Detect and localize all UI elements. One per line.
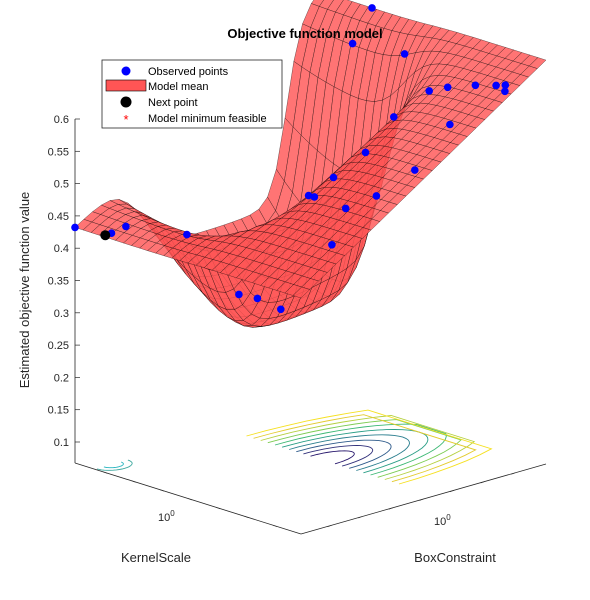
- observed-point: [71, 223, 79, 232]
- contour-line: [246, 409, 493, 485]
- observed-point: [471, 81, 480, 90]
- z-axis-ticks: 0.1 0.15 0.2 0.25 0.3 0.35 0.4 0.45 0.5 0.55 0.6: [48, 114, 80, 449]
- observed-point: [501, 87, 509, 96]
- contour-line: [303, 445, 374, 467]
- contour-line: [260, 415, 476, 480]
- observed-point: [253, 294, 262, 303]
- z-tick-label: 0.45: [48, 211, 69, 223]
- observed-point: [361, 148, 370, 157]
- y-minor-tick: [187, 498, 193, 501]
- x-minor-tick: [450, 489, 455, 493]
- legend-observed-label: Observed points: [148, 66, 229, 78]
- x-tick-label: 100: [434, 513, 451, 528]
- contour-line: [96, 459, 133, 471]
- legend-next-marker: [120, 96, 132, 108]
- contour-line: [310, 450, 355, 465]
- contour-line: [296, 439, 392, 469]
- surface-patch: [292, 286, 311, 299]
- z-tick-label: 0.3: [54, 308, 69, 320]
- observed-point: [183, 230, 191, 239]
- legend-star-marker: *: [123, 112, 128, 127]
- legend-mean-patch: [105, 79, 147, 92]
- observed-point: [348, 39, 357, 48]
- x-minor-tick: [327, 524, 332, 528]
- observed-point: [492, 81, 500, 90]
- z-tick-label: 0.6: [54, 114, 69, 126]
- observed-point: [425, 87, 434, 95]
- contour-line: [267, 419, 462, 478]
- x-axis-label: BoxConstraint: [414, 550, 496, 565]
- model-mean-surface: [74, 0, 547, 328]
- contour-line: [103, 461, 124, 469]
- y-tick-label: 100: [158, 509, 175, 524]
- x-minor-tick: [480, 481, 485, 484]
- contour-line: [253, 414, 477, 483]
- observed-point: [443, 83, 452, 92]
- z-tick-label: 0.55: [48, 146, 69, 158]
- y-minor-tick: [216, 507, 221, 510]
- y-axis-label: KernelScale: [121, 550, 191, 565]
- observed-point: [329, 173, 338, 182]
- x-minor-tick: [358, 516, 363, 519]
- z-tick-label: 0.4: [54, 243, 69, 255]
- legend-minfeas-label: Model minimum feasible: [148, 113, 267, 125]
- observed-point: [341, 204, 350, 213]
- contour-projection: [96, 409, 493, 485]
- contour-line: [274, 423, 447, 476]
- observed-point: [400, 50, 409, 58]
- legend: Observed points Model mean Next point * …: [101, 59, 283, 129]
- z-tick-label: 0.35: [48, 276, 69, 288]
- observed-point: [390, 113, 398, 121]
- observed-point: [328, 241, 336, 249]
- legend-mean-label: Model mean: [148, 81, 209, 93]
- legend-observed-marker: [121, 66, 131, 76]
- observed-point: [411, 166, 419, 174]
- contour-line: [289, 434, 410, 471]
- chart-title: Objective function model: [227, 26, 382, 41]
- observed-point: [304, 191, 313, 200]
- axes-box: [74, 119, 547, 535]
- z-tick-label: 0.15: [48, 405, 69, 417]
- observed-point: [368, 4, 376, 12]
- observed-point: [277, 305, 285, 314]
- observed-point: [501, 81, 510, 89]
- z-tick-label: 0.5: [54, 179, 69, 191]
- x-minor-tick: [419, 498, 424, 501]
- legend-box: [101, 59, 283, 129]
- z-tick-label: 0.1: [54, 437, 69, 449]
- observed-point: [235, 290, 243, 299]
- observed-point: [372, 192, 381, 200]
- y-minor-tick: [244, 515, 249, 519]
- legend-next-label: Next point: [148, 97, 198, 109]
- next-point: [100, 230, 111, 241]
- z-tick-label: 0.25: [48, 340, 69, 352]
- z-tick-label: 0.2: [54, 372, 69, 384]
- observed-point: [446, 120, 454, 129]
- observed-point: [122, 222, 130, 231]
- z-axis-label: Estimated objective function value: [17, 192, 32, 389]
- y-minor-tick: [159, 489, 164, 492]
- y-minor-tick: [272, 524, 277, 527]
- x-minor-tick: [388, 507, 393, 510]
- observed-points: [71, 4, 510, 314]
- y-minor-tick: [131, 480, 136, 483]
- y-minor-tick: [103, 471, 108, 474]
- x-minor-tick: [511, 472, 516, 475]
- observed-point: [310, 193, 319, 201]
